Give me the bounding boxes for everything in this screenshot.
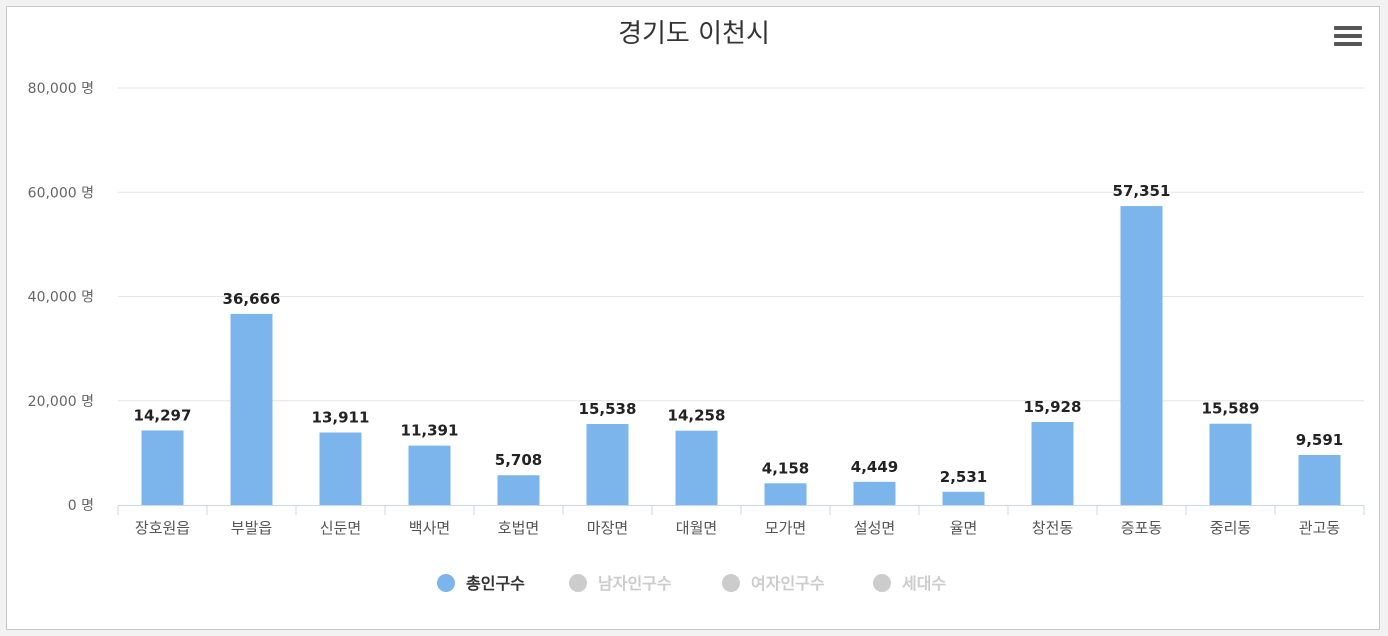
bar — [764, 483, 807, 505]
legend-item[interactable]: 세대수 — [873, 574, 946, 593]
x-tick-label: 창전동 — [1032, 519, 1074, 537]
legend-label: 남자인구수 — [598, 574, 672, 593]
legend-marker — [873, 574, 891, 592]
x-tick-label: 신둔면 — [320, 519, 361, 537]
legend-marker — [569, 574, 587, 592]
legend-item[interactable]: 여자인구수 — [722, 574, 825, 593]
x-tick-label: 증포동 — [1121, 519, 1163, 537]
x-tick-label: 중리동 — [1210, 519, 1252, 537]
y-tick-label: 20,000 명 — [28, 394, 94, 410]
data-label: 9,591 — [1296, 431, 1343, 449]
data-label: 5,708 — [495, 451, 542, 469]
legend-label: 총인구수 — [466, 574, 525, 593]
x-tick-label: 모가면 — [765, 519, 806, 537]
data-label: 15,538 — [579, 400, 637, 418]
data-label: 14,258 — [668, 407, 726, 425]
bar — [853, 481, 896, 505]
y-tick-label: 80,000 명 — [28, 81, 94, 97]
data-label: 2,531 — [940, 468, 987, 486]
bar — [942, 491, 985, 505]
legend-item[interactable]: 남자인구수 — [569, 574, 672, 593]
legend-label: 세대수 — [902, 574, 946, 593]
data-label: 13,911 — [312, 408, 370, 426]
x-tick-label: 호법면 — [498, 519, 539, 537]
bar — [408, 445, 451, 505]
legend-label: 여자인구수 — [751, 574, 825, 593]
bar — [141, 430, 184, 505]
y-tick-label: 40,000 명 — [28, 290, 94, 306]
x-tick-label: 설성면 — [854, 519, 895, 537]
bar — [675, 430, 718, 505]
x-tick-label: 백사면 — [409, 519, 450, 537]
data-label: 14,297 — [134, 406, 192, 424]
chart-title: 경기도 이천시 — [618, 19, 770, 49]
bar — [1209, 423, 1252, 505]
bar — [497, 475, 540, 505]
x-tick-label: 율면 — [950, 519, 978, 537]
y-tick-label: 0 명 — [68, 498, 94, 514]
hamburger-menu-icon[interactable] — [1334, 26, 1362, 50]
data-label: 15,928 — [1024, 398, 1082, 416]
x-tick-label: 장호원읍 — [135, 519, 190, 537]
bar — [1031, 421, 1074, 505]
x-tick-label: 부발읍 — [231, 519, 272, 537]
y-tick-label: 60,000 명 — [28, 185, 94, 201]
data-label: 57,351 — [1113, 182, 1171, 200]
data-label: 4,449 — [851, 458, 898, 476]
x-tick-label: 관고동 — [1299, 519, 1341, 537]
legend-marker — [437, 574, 455, 592]
data-label: 36,666 — [223, 290, 281, 308]
bar — [586, 424, 629, 505]
data-label: 4,158 — [762, 459, 809, 477]
legend-marker — [722, 574, 740, 592]
legend-item[interactable]: 총인구수 — [437, 574, 525, 593]
bar — [1298, 455, 1341, 505]
bar — [1120, 206, 1163, 505]
x-tick-label: 마장면 — [587, 519, 628, 537]
data-label: 15,589 — [1202, 400, 1260, 418]
x-tick-label: 대월면 — [676, 519, 717, 537]
bar — [319, 432, 362, 505]
data-label: 11,391 — [401, 422, 459, 440]
bar — [230, 313, 273, 505]
